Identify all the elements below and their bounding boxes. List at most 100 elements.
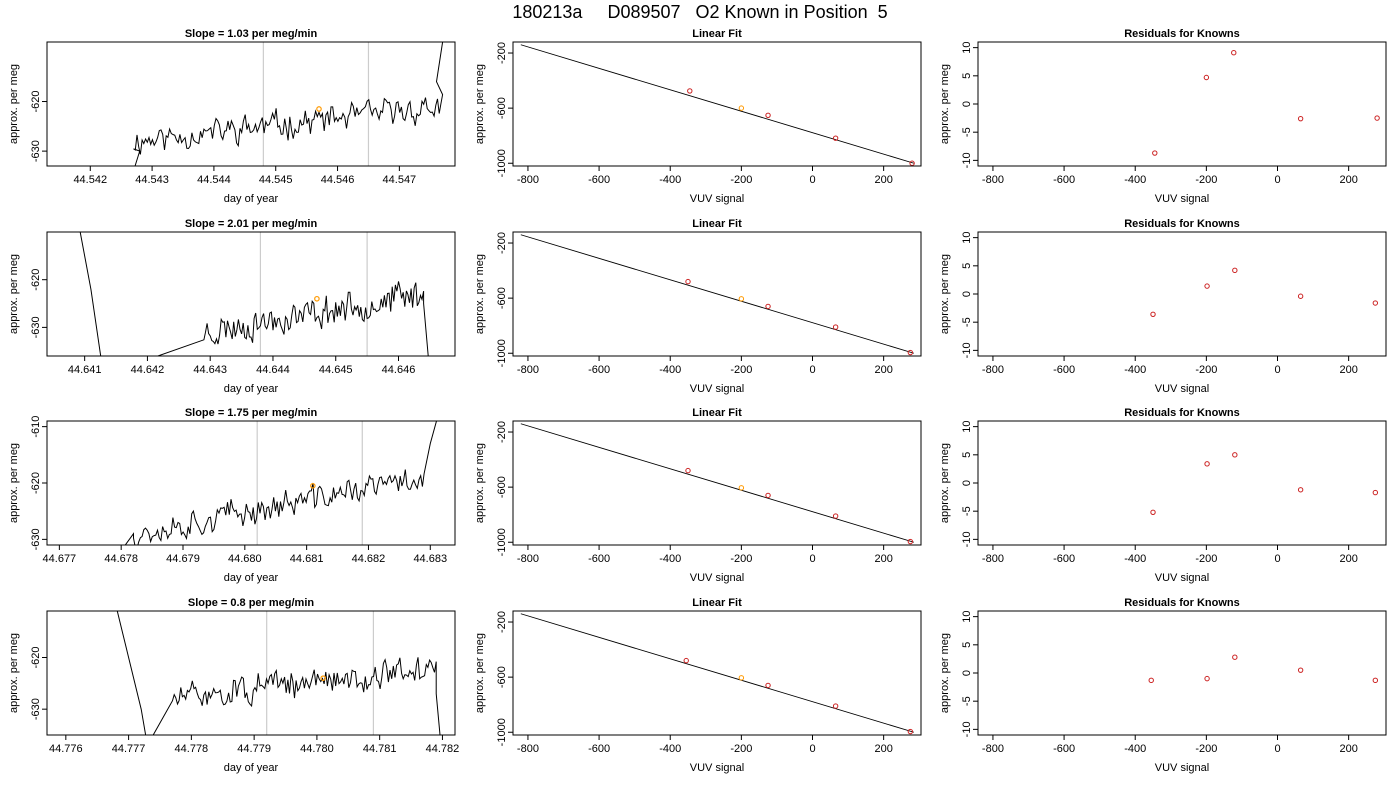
- y-tick-label: 10: [961, 232, 973, 244]
- x-tick-label: 200: [874, 553, 892, 565]
- plot-frame: [46, 231, 456, 357]
- y-tick-label: -5: [961, 127, 973, 137]
- data-point: [685, 467, 691, 474]
- plot-frame: [512, 231, 922, 357]
- y-tick-label: 0: [961, 291, 973, 297]
- data-point: [683, 657, 689, 664]
- data-point: [832, 324, 839, 330]
- x-tick-label: 200: [1339, 743, 1357, 755]
- highlight-point: [310, 483, 316, 489]
- y-tick-label: 5: [961, 642, 973, 648]
- y-tick-label: -620: [30, 472, 42, 494]
- panel-title: Linear Fit: [692, 597, 742, 609]
- data-point: [832, 513, 839, 519]
- y-tick-label: -630: [30, 316, 42, 338]
- y-tick-label: -10: [961, 721, 973, 737]
- y-tick-label: -1000: [496, 339, 508, 367]
- y-axis-label: approx. per meg: [8, 64, 20, 144]
- x-tick-label: 44.643: [193, 364, 227, 376]
- y-tick-label: -630: [30, 140, 42, 162]
- x-tick-label: -400: [1124, 553, 1146, 565]
- data-point: [687, 88, 693, 94]
- y-tick-label: -1000: [496, 528, 508, 556]
- x-tick-label: 44.679: [166, 553, 200, 565]
- residual-point: [1152, 150, 1158, 156]
- y-tick-label: -620: [30, 646, 42, 668]
- x-tick-label: -800: [982, 743, 1004, 755]
- x-axis-label: VUV signal: [1155, 762, 1209, 774]
- x-tick-label: 44.644: [256, 364, 290, 376]
- x-tick-label: 44.544: [197, 174, 231, 186]
- y-axis-label: approx. per meg: [939, 254, 951, 334]
- x-tick-label: -200: [730, 743, 752, 755]
- x-tick-label: 44.646: [382, 364, 416, 376]
- y-axis-label: approx. per meg: [8, 443, 20, 523]
- x-tick-label: -800: [517, 743, 539, 755]
- y-tick-label: -600: [496, 287, 508, 309]
- panel-title: Linear Fit: [692, 407, 742, 419]
- panel-title: Residuals for Knowns: [1124, 218, 1240, 230]
- x-tick-label: 200: [874, 364, 892, 376]
- x-axis-label: VUV signal: [1155, 572, 1209, 584]
- fit-line: [520, 423, 915, 543]
- y-tick-label: 10: [961, 611, 973, 623]
- y-tick-label: -600: [496, 666, 508, 688]
- y-tick-label: -5: [961, 317, 973, 327]
- x-tick-label: -600: [588, 743, 610, 755]
- data-point: [765, 492, 771, 499]
- x-tick-label: 44.641: [68, 364, 102, 376]
- y-tick-label: -630: [30, 698, 42, 720]
- residual-point: [1204, 461, 1210, 467]
- residual-point: [1297, 487, 1304, 493]
- x-tick-label: -800: [982, 364, 1004, 376]
- plot-frame: [512, 610, 922, 736]
- data-point: [765, 112, 771, 118]
- x-tick-label: 44.777: [112, 743, 146, 755]
- y-tick-label: -1000: [496, 718, 508, 746]
- x-tick-label: 200: [1339, 553, 1357, 565]
- panel-title: Residuals for Knowns: [1124, 407, 1240, 419]
- x-tick-label: -800: [982, 174, 1004, 186]
- x-tick-label: 44.780: [300, 743, 334, 755]
- x-tick-label: 44.782: [426, 743, 460, 755]
- x-tick-label: 44.776: [49, 743, 83, 755]
- y-tick-label: -200: [496, 232, 508, 254]
- x-tick-label: -200: [730, 174, 752, 186]
- y-tick-label: -200: [496, 611, 508, 633]
- residual-point: [1372, 489, 1379, 496]
- residual-point: [1204, 283, 1210, 289]
- x-tick-label: -600: [588, 364, 610, 376]
- residual-point: [1372, 300, 1379, 306]
- x-tick-label: 44.779: [237, 743, 271, 755]
- x-tick-label: -600: [1053, 174, 1075, 186]
- x-tick-label: -200: [1195, 364, 1217, 376]
- x-tick-label: -400: [1124, 174, 1146, 186]
- data-trace-line: [133, 42, 444, 166]
- y-axis-label: approx. per meg: [939, 64, 951, 144]
- x-axis-label: VUV signal: [1155, 193, 1209, 205]
- residual-point: [1372, 677, 1379, 684]
- x-tick-label: 44.547: [383, 174, 417, 186]
- panel-title: Slope = 1.75 per meg/min: [185, 407, 318, 419]
- y-axis-label: approx. per meg: [474, 633, 486, 713]
- y-tick-label: 0: [961, 480, 973, 486]
- x-tick-label: 44.781: [363, 743, 397, 755]
- data-trace-line: [116, 611, 441, 735]
- x-axis-label: VUV signal: [690, 383, 744, 395]
- y-tick-label: -200: [496, 42, 508, 64]
- y-tick-label: 5: [961, 73, 973, 79]
- y-tick-label: 10: [961, 42, 973, 54]
- x-tick-label: 0: [809, 364, 815, 376]
- panel-title: Linear Fit: [692, 218, 742, 230]
- x-tick-label: 200: [874, 174, 892, 186]
- y-tick-label: -200: [496, 421, 508, 443]
- y-axis-label: approx. per meg: [939, 443, 951, 523]
- x-axis-label: day of year: [224, 193, 279, 205]
- residual-point: [1297, 293, 1304, 299]
- x-tick-label: 44.642: [131, 364, 165, 376]
- x-tick-label: -600: [1053, 743, 1075, 755]
- x-tick-label: -800: [517, 174, 539, 186]
- panel-title: Residuals for Knowns: [1124, 28, 1240, 40]
- x-tick-label: 0: [1274, 364, 1280, 376]
